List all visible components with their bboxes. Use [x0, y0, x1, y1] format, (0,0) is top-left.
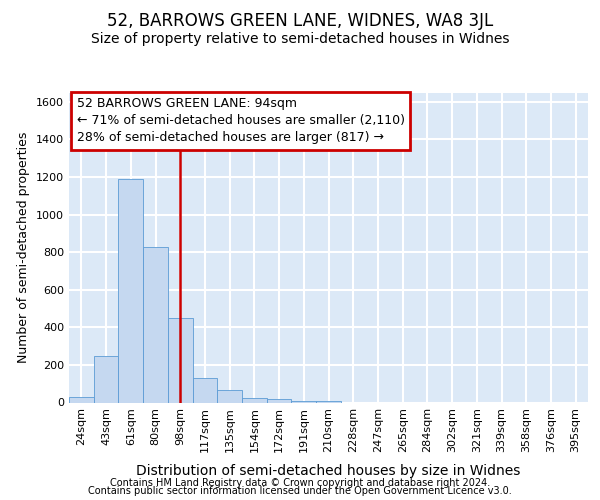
- Bar: [242, 398, 267, 402]
- Y-axis label: Number of semi-detached properties: Number of semi-detached properties: [17, 132, 31, 363]
- Text: Size of property relative to semi-detached houses in Widnes: Size of property relative to semi-detach…: [91, 32, 509, 46]
- Text: 52, BARROWS GREEN LANE, WIDNES, WA8 3JL: 52, BARROWS GREEN LANE, WIDNES, WA8 3JL: [107, 12, 493, 30]
- Bar: [217, 390, 242, 402]
- Text: Contains public sector information licensed under the Open Government Licence v3: Contains public sector information licen…: [88, 486, 512, 496]
- Bar: [168, 318, 193, 402]
- Bar: [193, 378, 217, 402]
- Bar: [267, 398, 292, 402]
- X-axis label: Distribution of semi-detached houses by size in Widnes: Distribution of semi-detached houses by …: [136, 464, 521, 477]
- Bar: [94, 356, 118, 403]
- Bar: [292, 400, 316, 402]
- Bar: [118, 179, 143, 402]
- Bar: [316, 400, 341, 402]
- Text: 52 BARROWS GREEN LANE: 94sqm
← 71% of semi-detached houses are smaller (2,110)
2: 52 BARROWS GREEN LANE: 94sqm ← 71% of se…: [77, 97, 405, 144]
- Bar: [69, 397, 94, 402]
- Text: Contains HM Land Registry data © Crown copyright and database right 2024.: Contains HM Land Registry data © Crown c…: [110, 478, 490, 488]
- Bar: [143, 246, 168, 402]
